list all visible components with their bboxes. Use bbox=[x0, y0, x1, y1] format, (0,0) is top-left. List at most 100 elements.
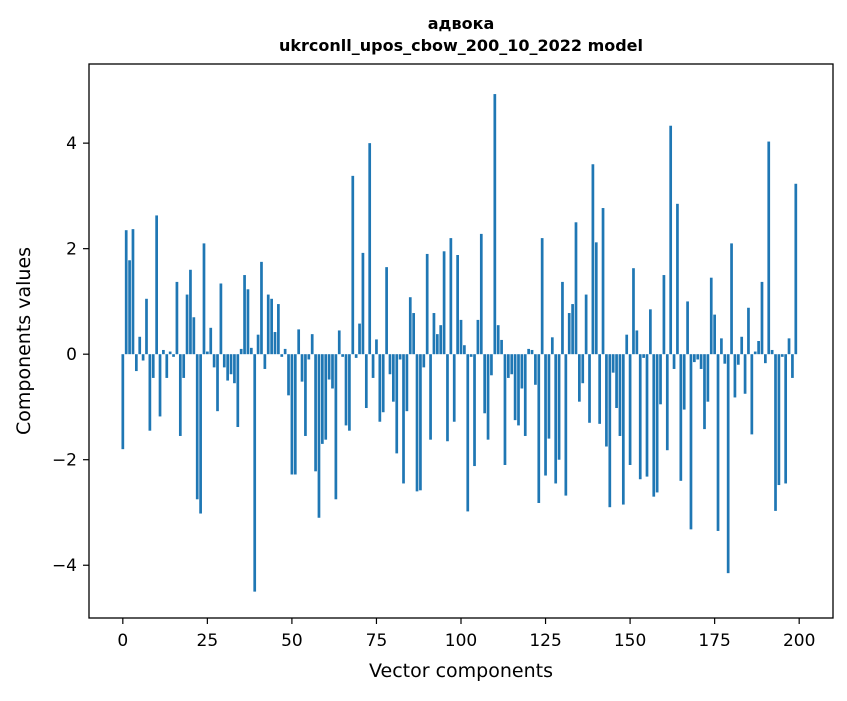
bar-113 bbox=[503, 354, 507, 465]
bar-41 bbox=[260, 261, 263, 355]
bar-83 bbox=[402, 354, 405, 484]
bar-75 bbox=[375, 339, 378, 355]
bar-54 bbox=[304, 354, 307, 436]
bar-161 bbox=[665, 354, 669, 451]
bar-43 bbox=[266, 294, 270, 355]
bar-145 bbox=[611, 354, 615, 373]
bar-103 bbox=[469, 354, 473, 357]
bar-129 bbox=[557, 354, 561, 460]
bar-141 bbox=[598, 354, 602, 424]
bar-34 bbox=[236, 354, 240, 427]
bar-89 bbox=[422, 354, 426, 368]
bar-158 bbox=[655, 354, 659, 493]
bar-192 bbox=[770, 349, 774, 355]
bar-111 bbox=[496, 325, 500, 355]
bar-21 bbox=[192, 317, 196, 355]
bar-5 bbox=[138, 336, 142, 355]
bar-122 bbox=[534, 354, 537, 385]
bar-90 bbox=[425, 253, 429, 355]
bar-30 bbox=[222, 354, 226, 368]
y-tick-label--2: −2 bbox=[52, 451, 77, 471]
bar-93 bbox=[435, 334, 439, 355]
bar-115 bbox=[510, 354, 514, 375]
bar-15 bbox=[172, 354, 175, 357]
bar-100 bbox=[459, 319, 463, 355]
bar-136 bbox=[581, 354, 585, 384]
bar-68 bbox=[351, 175, 355, 355]
bar-29 bbox=[219, 283, 223, 355]
bar-57 bbox=[314, 354, 317, 472]
bar-45 bbox=[273, 332, 277, 355]
bar-36 bbox=[243, 275, 246, 355]
bar-197 bbox=[787, 338, 791, 355]
bar-3 bbox=[131, 229, 135, 355]
y-tick-label-2: 2 bbox=[66, 240, 77, 260]
bar-12 bbox=[162, 349, 165, 355]
bar-9 bbox=[151, 354, 155, 378]
bar-193 bbox=[774, 354, 777, 511]
bar-46 bbox=[277, 304, 280, 355]
bar-7 bbox=[145, 298, 148, 355]
bar-98 bbox=[452, 354, 456, 422]
bar-114 bbox=[506, 354, 510, 378]
bar-66 bbox=[344, 354, 348, 426]
bar-55 bbox=[307, 354, 311, 360]
bar-139 bbox=[591, 164, 595, 355]
bar-187 bbox=[753, 351, 757, 355]
bar-147 bbox=[618, 354, 622, 436]
bar-183 bbox=[740, 336, 744, 355]
bar-13 bbox=[165, 354, 169, 378]
bar-33 bbox=[233, 354, 236, 384]
bar-22 bbox=[195, 354, 199, 500]
bar-76 bbox=[378, 354, 382, 422]
y-tick-label-4: 4 bbox=[66, 134, 77, 154]
bar-6 bbox=[141, 354, 145, 361]
bar-39 bbox=[253, 354, 257, 592]
bar-176 bbox=[716, 354, 720, 531]
bar-91 bbox=[429, 354, 432, 440]
bar-101 bbox=[463, 345, 466, 355]
bar-72 bbox=[364, 354, 368, 409]
bar-78 bbox=[385, 267, 388, 355]
bar-26 bbox=[209, 327, 213, 355]
bar-131 bbox=[564, 354, 568, 496]
x-tick-label-25: 25 bbox=[197, 631, 219, 651]
bar-14 bbox=[168, 351, 172, 355]
bar-110 bbox=[493, 94, 497, 355]
bar-40 bbox=[256, 334, 260, 355]
bar-124 bbox=[540, 238, 544, 355]
x-axis-ticks: 0 25 50 75 100 125 150 175 200 bbox=[117, 618, 815, 651]
bar-123 bbox=[537, 354, 541, 503]
x-axis-label: Vector components bbox=[369, 660, 553, 682]
bar-166 bbox=[682, 354, 686, 410]
bar-152 bbox=[635, 330, 639, 355]
bar-134 bbox=[574, 222, 578, 355]
bar-84 bbox=[405, 354, 409, 412]
bar-77 bbox=[381, 354, 385, 413]
bar-79 bbox=[388, 354, 392, 375]
bar-199 bbox=[794, 183, 798, 355]
bar-190 bbox=[764, 354, 767, 364]
bar-125 bbox=[544, 354, 547, 476]
bar-96 bbox=[446, 354, 449, 442]
bar-59 bbox=[320, 354, 324, 444]
bar-10 bbox=[155, 215, 158, 355]
y-axis-label: Components values bbox=[13, 247, 35, 435]
bar-44 bbox=[270, 298, 273, 355]
bar-177 bbox=[720, 338, 723, 355]
bar-146 bbox=[615, 354, 618, 409]
bar-87 bbox=[415, 354, 419, 492]
bar-65 bbox=[341, 354, 344, 357]
bar-167 bbox=[686, 301, 689, 355]
plot-frame bbox=[88, 63, 834, 619]
bar-4 bbox=[134, 354, 138, 372]
y-axis-ticks: −4 −2 0 2 4 bbox=[52, 134, 89, 576]
bar-69 bbox=[354, 354, 358, 358]
bar-143 bbox=[605, 354, 608, 447]
bar-71 bbox=[361, 252, 365, 355]
bar-178 bbox=[723, 354, 727, 364]
bar-88 bbox=[419, 354, 422, 491]
bar-1 bbox=[124, 230, 128, 355]
bar-148 bbox=[621, 354, 625, 505]
bar-130 bbox=[561, 281, 564, 355]
